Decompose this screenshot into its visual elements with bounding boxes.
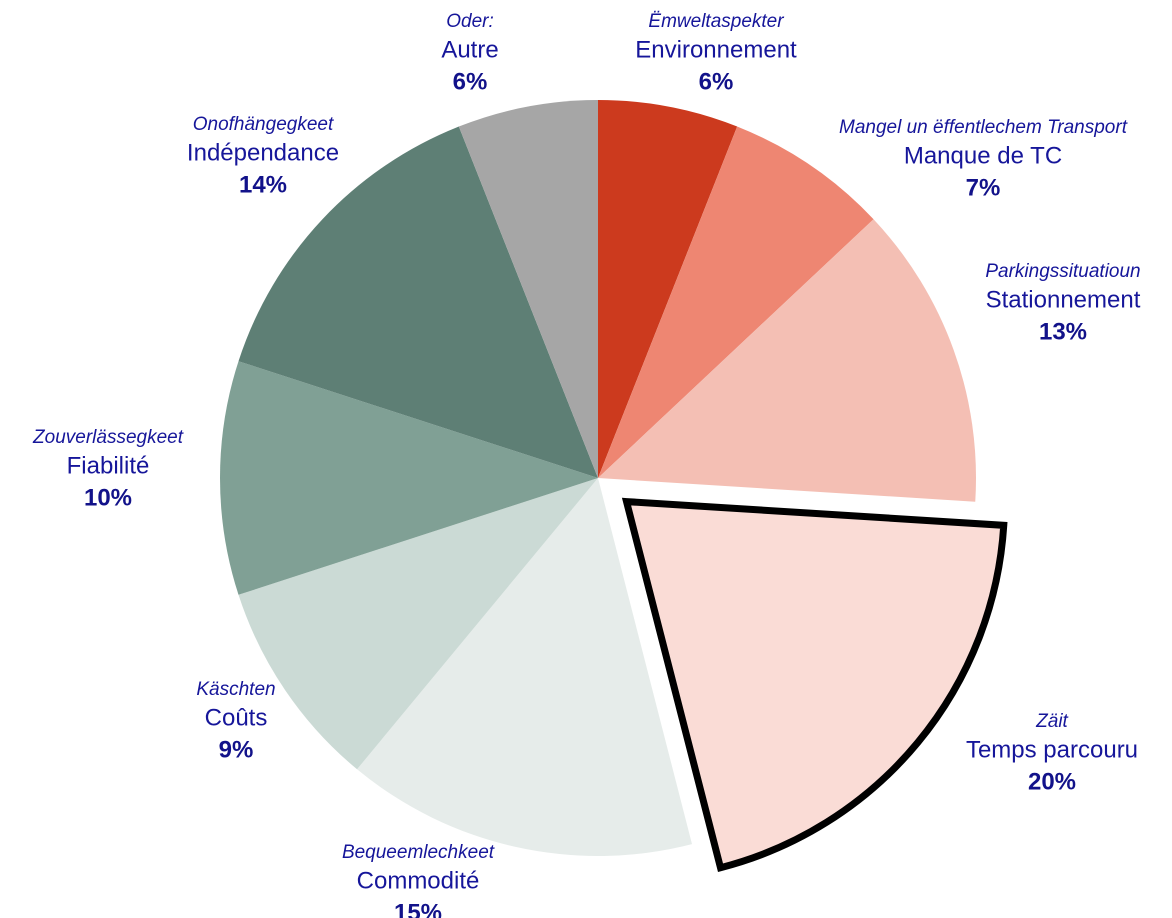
label-lu: Onofhängegkeet xyxy=(193,114,334,135)
label-lu: Mangel un ëffentlechem Transport xyxy=(839,117,1128,138)
slice xyxy=(598,100,738,478)
value-label: 20% xyxy=(1028,768,1076,795)
label-fr: Fiabilité xyxy=(67,452,150,479)
label-lu: Zouverlässegkeet xyxy=(32,427,184,448)
slice xyxy=(238,478,598,770)
value-label: 6% xyxy=(699,68,734,95)
label-fr: Indépendance xyxy=(187,139,339,166)
value-label: 9% xyxy=(219,736,254,763)
label-fr: Stationnement xyxy=(986,286,1141,313)
value-label: 10% xyxy=(84,484,132,511)
label-lu: Bequeemlechkeet xyxy=(342,842,495,863)
label-lu: Oder: xyxy=(446,11,494,32)
slice xyxy=(357,478,693,856)
label-lu: Zäit xyxy=(1035,711,1068,732)
label-lu: Parkingssituatioun xyxy=(985,261,1140,282)
value-label: 7% xyxy=(966,174,1001,201)
label-fr: Temps parcouru xyxy=(966,736,1138,763)
label-fr: Manque de TC xyxy=(904,142,1062,169)
slice xyxy=(598,126,874,478)
label-fr: Environnement xyxy=(635,36,797,63)
label-lu: Ëmweltaspekter xyxy=(648,11,784,32)
value-label: 13% xyxy=(1039,318,1087,345)
slice xyxy=(598,219,976,502)
slice xyxy=(458,100,598,478)
value-label: 14% xyxy=(239,171,287,198)
label-fr: Autre xyxy=(441,36,498,63)
slice xyxy=(220,361,598,595)
slice xyxy=(238,126,598,478)
label-fr: Coûts xyxy=(205,704,268,731)
value-label: 15% xyxy=(394,899,442,918)
label-lu: Käschten xyxy=(196,679,275,700)
label-fr: Commodité xyxy=(357,867,480,894)
value-label: 6% xyxy=(453,68,488,95)
slice xyxy=(621,497,1008,872)
